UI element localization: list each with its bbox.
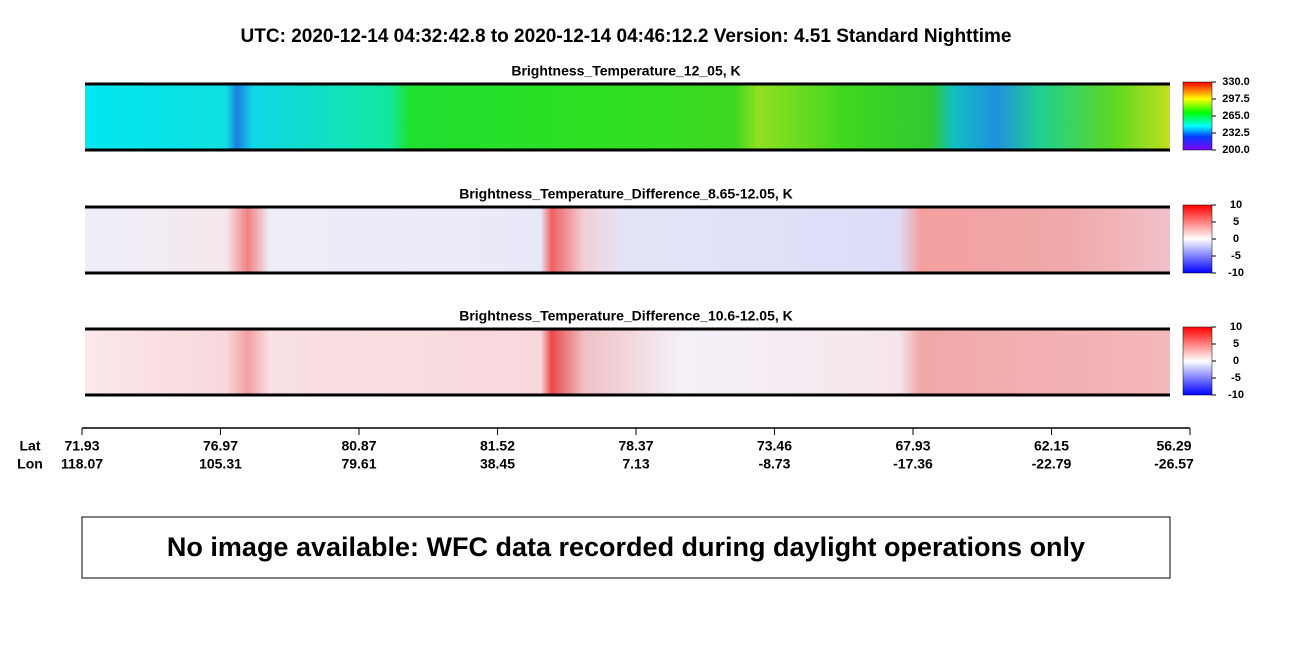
colorbar-label: 232.5 <box>1222 127 1250 139</box>
lat-value: 56.29 <box>1156 438 1191 454</box>
lat-value: 76.97 <box>203 438 238 454</box>
lat-value: 71.93 <box>64 438 99 454</box>
colorbar-label: 330.0 <box>1222 76 1250 88</box>
colorbar-label: 10 <box>1230 199 1242 211</box>
lat-value: 73.46 <box>757 438 792 454</box>
colorbar-label: 200.0 <box>1222 144 1250 156</box>
panel-title: Brightness_Temperature_Difference_8.65-1… <box>459 186 793 202</box>
lon-value: -26.57 <box>1154 456 1194 472</box>
colorbar-label: 5 <box>1233 338 1239 350</box>
lon-value: -17.36 <box>893 456 933 472</box>
colorbar-label: -10 <box>1228 267 1244 279</box>
colorbar-label: 265.0 <box>1222 110 1250 122</box>
message: No image available: WFC data recorded du… <box>167 532 1085 562</box>
colorbar-label: -10 <box>1228 389 1244 401</box>
colorbar <box>1182 81 1213 151</box>
lat-value: 62.15 <box>1034 438 1069 454</box>
lat-value: 80.87 <box>341 438 376 454</box>
colorbar-label: 10 <box>1230 321 1242 333</box>
message-box <box>81 516 1171 579</box>
lat-label: Lat <box>20 438 41 454</box>
lon-value: 7.13 <box>622 456 649 472</box>
colorbar-label: -5 <box>1231 250 1241 262</box>
colorbar <box>1182 204 1213 274</box>
colorbar-label: 0 <box>1233 233 1239 245</box>
lon-value: -22.79 <box>1032 456 1072 472</box>
page-title: UTC: 2020-12-14 04:32:42.8 to 2020-12-14… <box>241 26 1012 47</box>
panel-title: Brightness_Temperature_Difference_10.6-1… <box>459 308 793 324</box>
lon-label: Lon <box>17 456 43 472</box>
colorbar <box>1182 326 1213 396</box>
colorbar-label: -5 <box>1231 372 1241 384</box>
colorbar-label: 297.5 <box>1222 93 1250 105</box>
lon-value: 38.45 <box>480 456 515 472</box>
heatmap-strip <box>85 207 1170 273</box>
colorbar-label: 5 <box>1233 216 1239 228</box>
lat-value: 78.37 <box>618 438 653 454</box>
lon-value: -8.73 <box>759 456 791 472</box>
panel-title: Brightness_Temperature_12_05, K <box>511 63 740 79</box>
heatmap-strip <box>85 84 1170 150</box>
lon-value: 105.31 <box>199 456 242 472</box>
lon-value: 79.61 <box>341 456 376 472</box>
colorbar-label: 0 <box>1233 355 1239 367</box>
lat-value: 67.93 <box>895 438 930 454</box>
lon-value: 118.07 <box>61 456 103 472</box>
lat-value: 81.52 <box>480 438 515 454</box>
heatmap-strip <box>85 329 1170 395</box>
